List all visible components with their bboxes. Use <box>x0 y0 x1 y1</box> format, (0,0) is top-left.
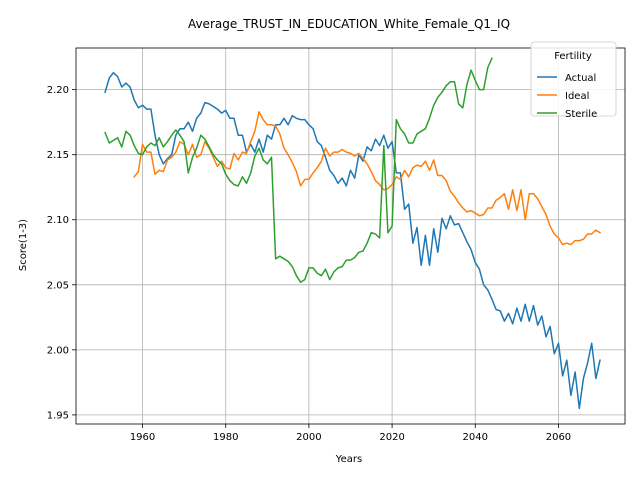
x-tick-label: 2020 <box>379 432 404 443</box>
legend-label-sterile: Sterile <box>565 109 597 120</box>
series-line-sterile <box>104 57 493 283</box>
y-axis-label: Score(1-3) <box>18 219 29 271</box>
legend-box <box>530 41 617 117</box>
y-tick-label: 2.05 <box>47 280 69 291</box>
x-tick-label: 2000 <box>296 432 321 443</box>
x-tick-label: 2060 <box>546 432 571 443</box>
chart-title: Average_TRUST_IN_EDUCATION_White_Female_… <box>188 17 510 31</box>
y-tick-label: 2.15 <box>47 150 69 161</box>
axis-ticks: 1960 1980 2000 2020 2040 2060 1.95 2.00 2.05 2.10… <box>47 85 571 443</box>
y-tick-label: 2.10 <box>47 215 69 226</box>
y-tick-label: 1.95 <box>47 410 69 421</box>
legend: Fertility Actual Ideal Sterile <box>530 41 617 120</box>
y-tick-label: 2.00 <box>47 345 69 356</box>
series-line-ideal <box>133 111 602 246</box>
x-tick-label: 1980 <box>213 432 238 443</box>
series-lines <box>104 57 602 410</box>
legend-label-ideal: Ideal <box>565 91 589 102</box>
plot-frame <box>75 47 626 425</box>
x-axis-label: Years <box>335 454 362 465</box>
y-tick-label: 2.20 <box>47 85 69 96</box>
legend-label-actual: Actual <box>565 73 596 84</box>
grid <box>76 48 625 424</box>
x-tick-label: 1960 <box>130 432 155 443</box>
x-tick-label: 2040 <box>463 432 488 443</box>
legend-title: Fertility <box>554 51 592 62</box>
series-line-actual <box>104 71 601 410</box>
